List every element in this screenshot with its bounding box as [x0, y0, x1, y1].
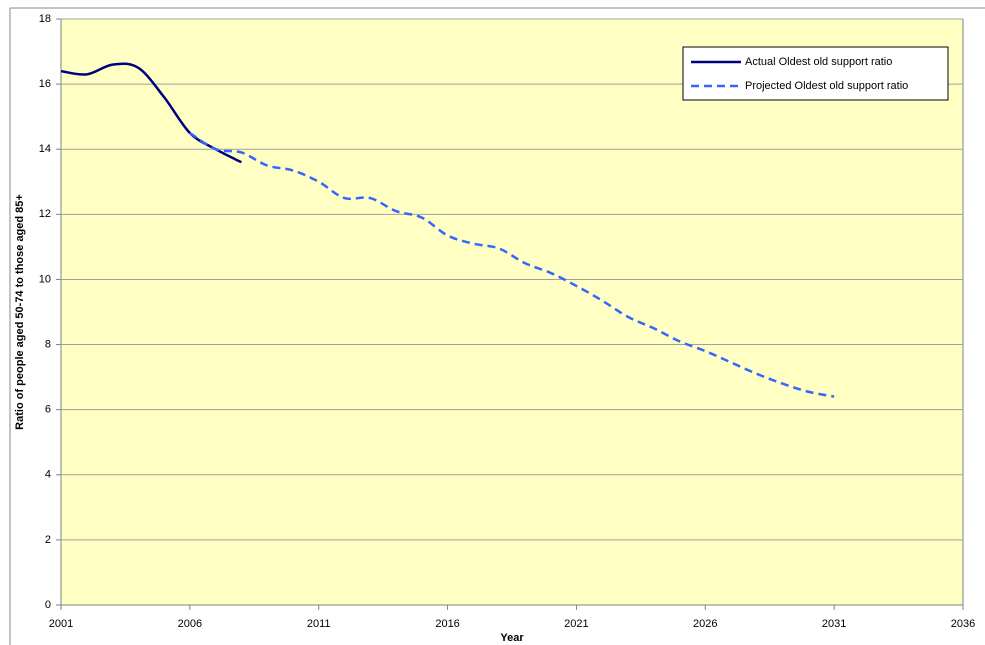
y-axis-title: Ratio of people aged 50-74 to those aged…	[14, 194, 26, 430]
x-tick-label: 2021	[564, 618, 588, 630]
legend-label: Projected Oldest old support ratio	[745, 80, 908, 92]
grid: 0 2 4 6 8 10 12 14 16 18 2001 2006 2011 2016 2021 2026 2…	[39, 13, 975, 630]
x-tick-label: 2006	[178, 618, 202, 630]
legend-box	[682, 46, 949, 101]
x-tick-label: 2016	[435, 618, 459, 630]
y-tick-label: 10	[39, 273, 51, 285]
lines	[60, 62, 835, 398]
y-tick-label: 14	[39, 143, 51, 155]
x-axis-title: Year	[500, 632, 524, 644]
x-tick-label: 2031	[822, 618, 846, 630]
legend-label: Actual Oldest old support ratio	[745, 56, 892, 68]
y-tick-label: 0	[45, 599, 51, 611]
y-tick-label: 12	[39, 208, 51, 220]
legend: Actual Oldest old support ratio Projected…	[682, 46, 949, 101]
y-tick-label: 6	[45, 404, 51, 416]
y-tick-label: 4	[45, 469, 51, 481]
y-tick-label: 8	[45, 338, 51, 350]
y-tick-label: 16	[39, 78, 51, 90]
x-tick-label: 2026	[693, 618, 717, 630]
x-tick-label: 2001	[49, 618, 73, 630]
x-tick-label: 2036	[951, 618, 975, 630]
plot-area	[60, 18, 964, 606]
series-line	[189, 131, 835, 398]
x-tick-label: 2011	[307, 618, 331, 630]
y-tick-label: 18	[39, 13, 51, 25]
y-tick-label: 2	[45, 534, 51, 546]
